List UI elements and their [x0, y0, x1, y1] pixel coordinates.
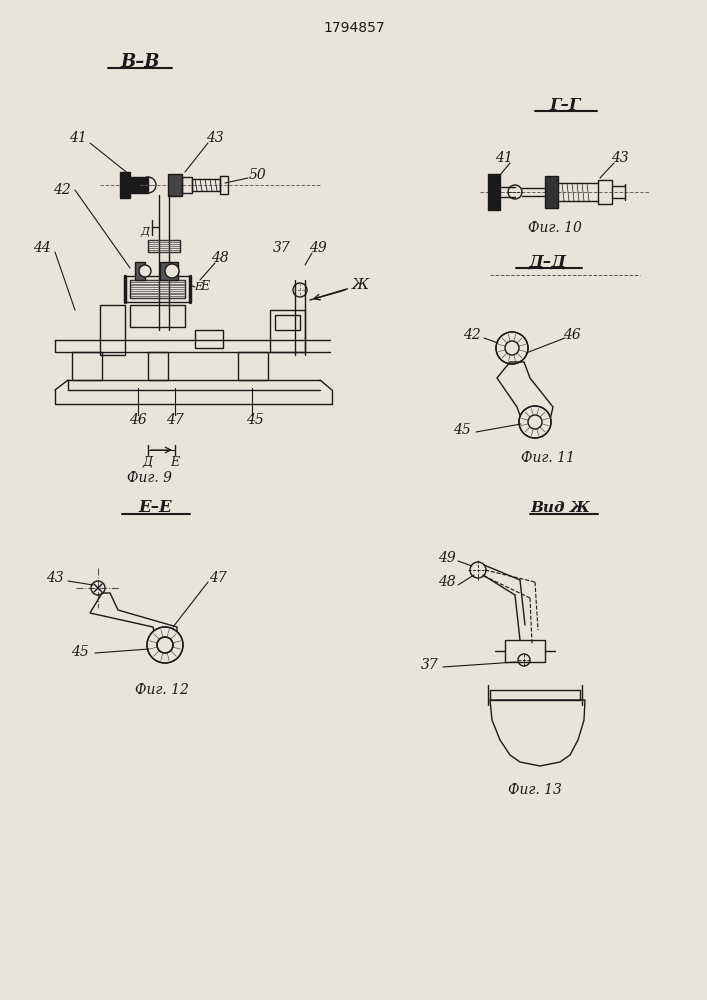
Text: 43: 43	[46, 571, 64, 585]
Bar	[488, 174, 500, 210]
Bar	[168, 174, 182, 196]
Text: В–В: В–В	[120, 53, 160, 71]
Circle shape	[519, 406, 551, 438]
Bar	[130, 177, 148, 193]
Text: 49: 49	[309, 241, 327, 255]
Text: 46: 46	[129, 413, 147, 427]
Circle shape	[157, 637, 173, 653]
Bar	[192, 179, 220, 191]
Text: 41: 41	[69, 131, 87, 145]
Circle shape	[165, 264, 179, 278]
Text: Фиг. 11: Фиг. 11	[521, 451, 575, 465]
Text: 45: 45	[246, 413, 264, 427]
Text: 44: 44	[33, 241, 51, 255]
Bar	[505, 640, 545, 662]
Text: 48: 48	[438, 575, 456, 589]
Text: 47: 47	[166, 413, 184, 427]
Bar	[598, 180, 612, 204]
Circle shape	[496, 332, 528, 364]
Text: Д–Д: Д–Д	[529, 253, 567, 270]
Text: Фиг. 10: Фиг. 10	[528, 221, 582, 235]
Text: Фиг. 13: Фиг. 13	[508, 783, 562, 797]
Text: Д: Д	[141, 227, 149, 237]
Bar	[195, 330, 223, 348]
Text: 42: 42	[53, 183, 71, 197]
Text: 37: 37	[273, 241, 291, 255]
Bar	[130, 280, 185, 298]
Text: Д: Д	[143, 456, 153, 470]
Text: 50: 50	[249, 168, 267, 182]
Bar	[148, 352, 168, 380]
Text: Е–Е: Е–Е	[138, 499, 172, 516]
Bar	[100, 305, 125, 355]
Text: Ж: Ж	[351, 278, 368, 292]
Text: 1794857: 1794857	[323, 21, 385, 35]
Text: 41: 41	[495, 151, 513, 165]
Bar	[270, 310, 305, 352]
Text: 42: 42	[463, 328, 481, 342]
Circle shape	[147, 627, 183, 663]
Text: 49: 49	[438, 551, 456, 565]
Circle shape	[139, 265, 151, 277]
Bar	[275, 315, 300, 330]
Text: 43: 43	[611, 151, 629, 165]
Text: 37: 37	[421, 658, 439, 672]
Text: Е: Е	[201, 280, 209, 294]
Text: Е: Е	[170, 456, 180, 470]
Text: Фиг. 12: Фиг. 12	[135, 683, 189, 697]
Bar	[72, 352, 102, 380]
Text: 46: 46	[563, 328, 581, 342]
Bar	[148, 240, 180, 252]
Bar	[160, 262, 178, 280]
Bar	[130, 305, 185, 327]
Text: Г–Г: Г–Г	[549, 97, 580, 113]
Text: 43: 43	[206, 131, 224, 145]
Text: 48: 48	[211, 251, 229, 265]
Text: Фиг. 9: Фиг. 9	[127, 471, 173, 485]
Text: 47: 47	[209, 571, 227, 585]
Bar	[182, 177, 192, 193]
Text: 45: 45	[453, 423, 471, 437]
Text: Вид Ж: Вид Ж	[530, 501, 590, 515]
Circle shape	[505, 341, 519, 355]
Bar	[120, 172, 130, 198]
Circle shape	[528, 415, 542, 429]
Bar	[238, 352, 268, 380]
Bar	[220, 176, 228, 194]
Bar	[545, 176, 558, 208]
Bar	[135, 262, 145, 280]
Text: Е: Е	[194, 282, 202, 292]
Text: 45: 45	[71, 645, 89, 659]
